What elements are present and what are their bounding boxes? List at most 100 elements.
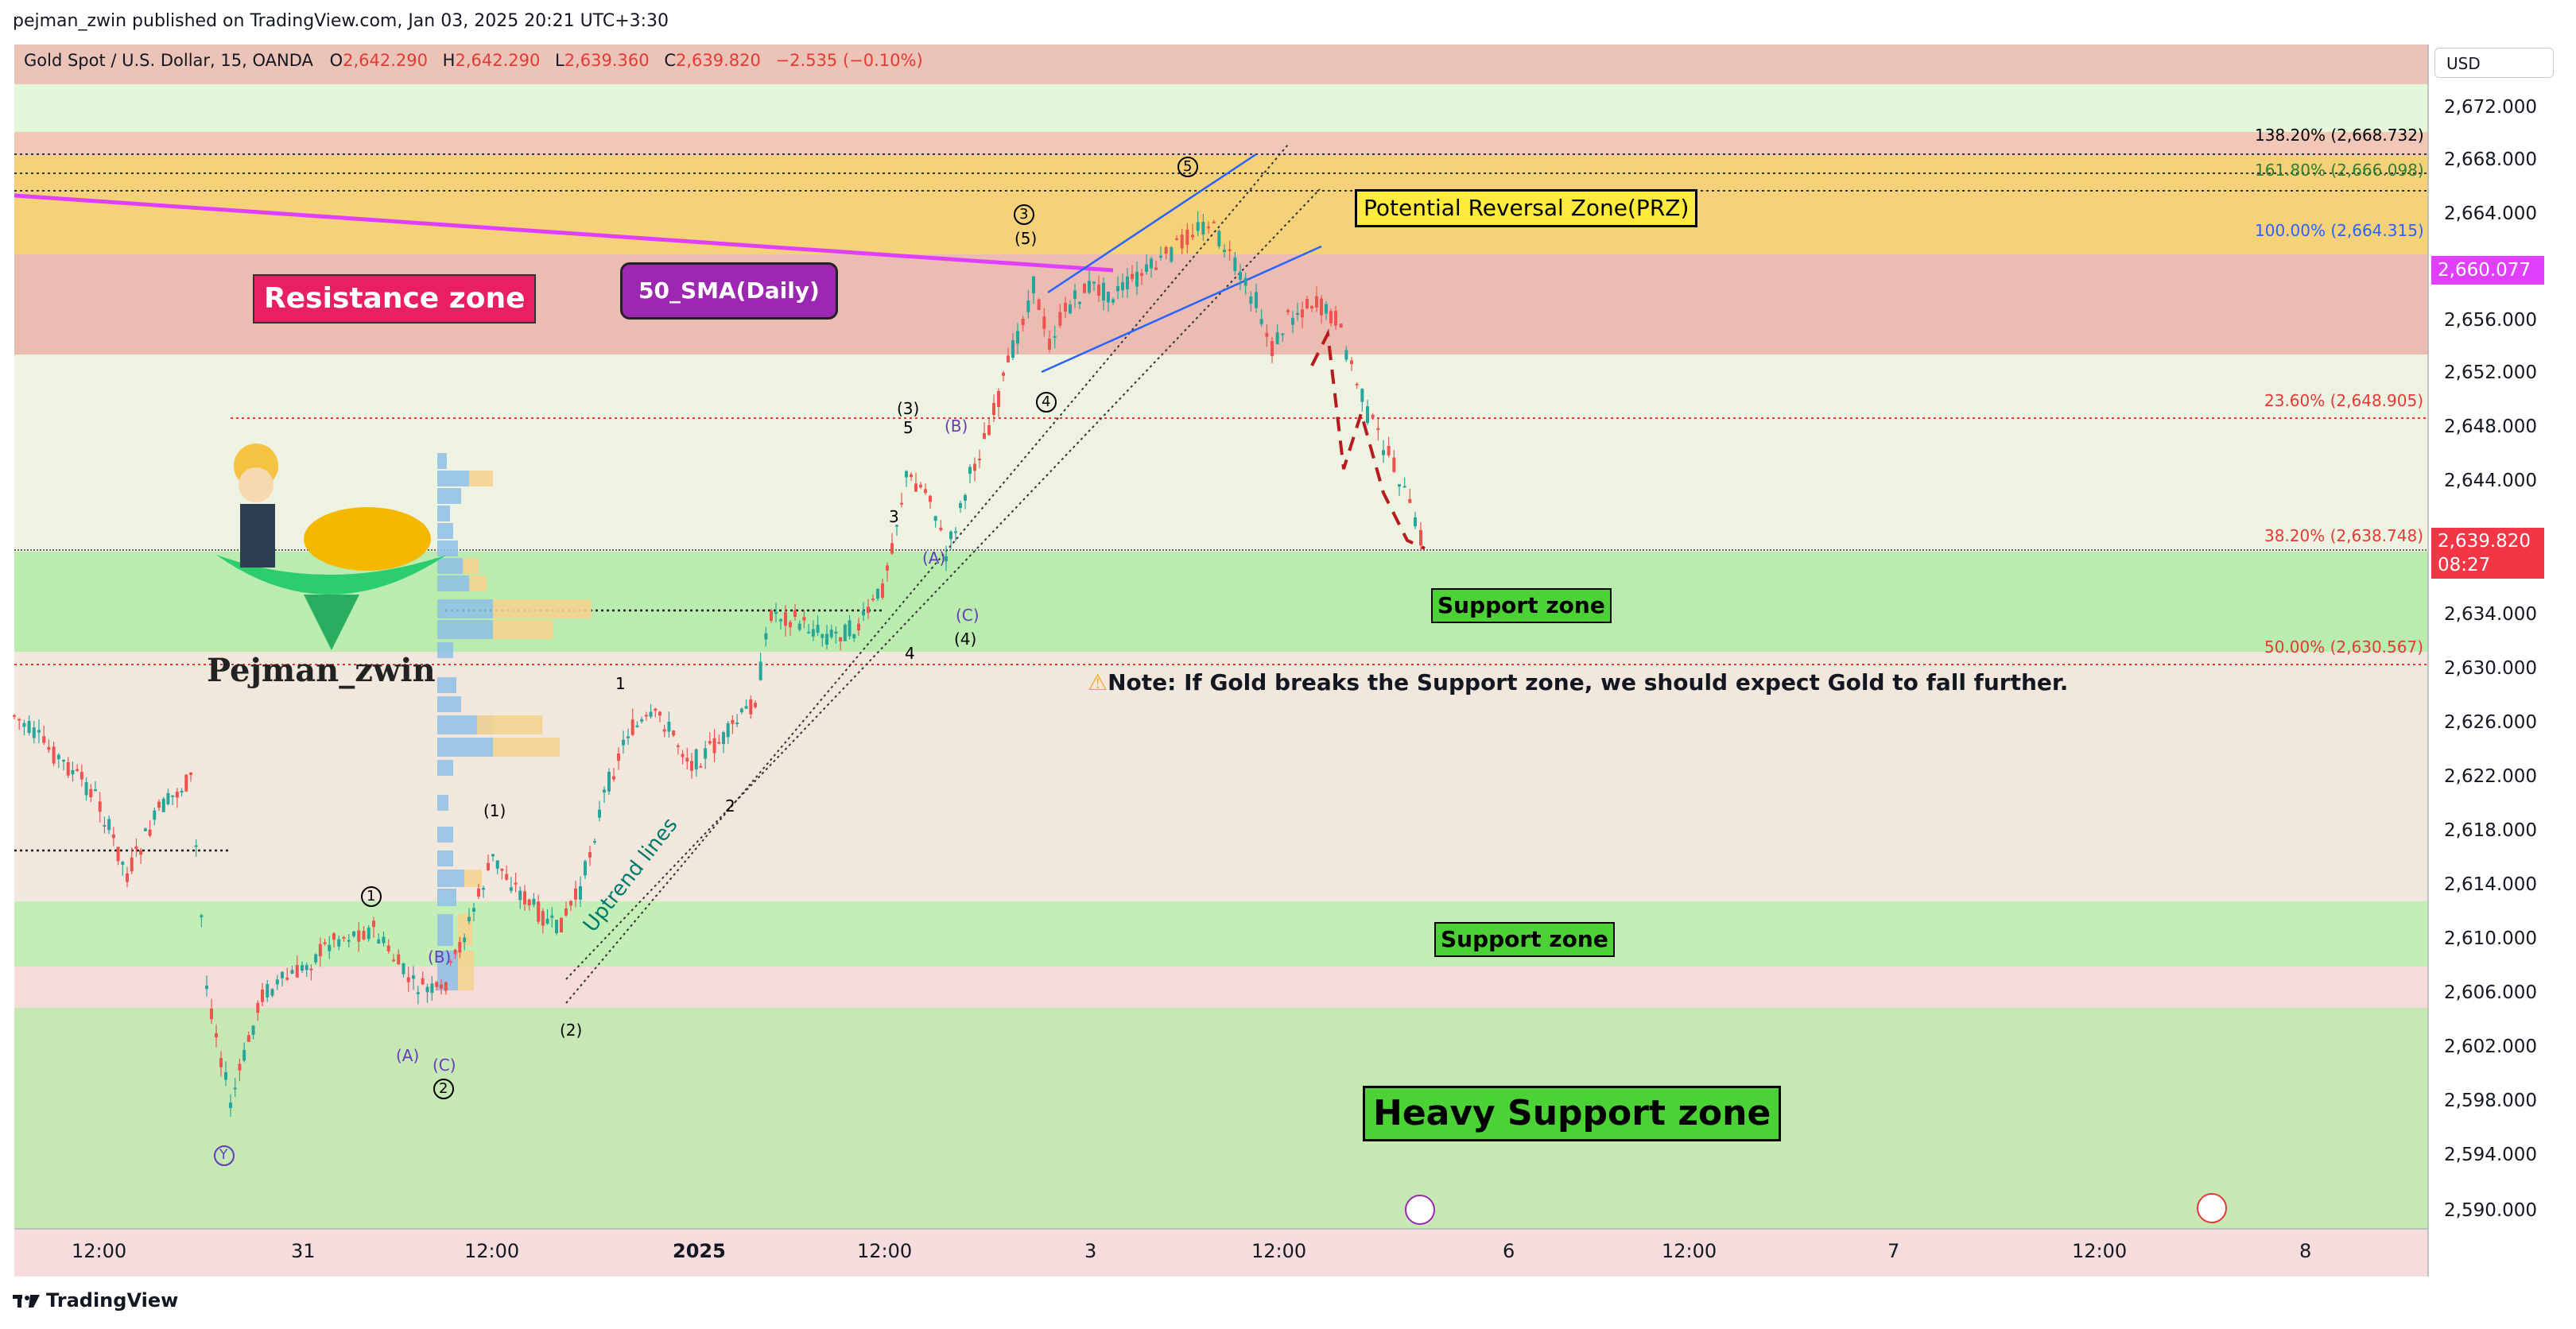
candle-body	[1002, 372, 1005, 376]
candle-body	[862, 610, 865, 616]
candle-body	[305, 965, 308, 971]
candle-body	[1150, 258, 1153, 269]
candle-body	[1037, 299, 1041, 310]
fib-label: 50.00% (2,630.567)	[2264, 637, 2424, 657]
candle-body	[968, 467, 972, 475]
candle-body	[295, 965, 299, 978]
candle-body	[134, 846, 138, 850]
candle-body	[116, 847, 120, 862]
candle-body	[973, 463, 976, 471]
candle-body	[448, 961, 452, 963]
volume-profile	[437, 453, 493, 990]
symbol-name: Gold Spot / U.S. Dollar, 15, OANDA	[24, 51, 313, 70]
candle-body	[1339, 324, 1343, 328]
candle-body	[362, 931, 366, 940]
candle-body	[667, 721, 671, 732]
candle-body	[914, 483, 918, 492]
candle-body	[111, 834, 115, 839]
warning-icon: ⚠	[1088, 669, 1108, 695]
price-tick: 2,656.000	[2444, 310, 2538, 331]
candle-body	[1265, 332, 1269, 337]
fib-label: 100.00% (2,664.315)	[2255, 221, 2424, 240]
currency-button[interactable]: USD	[2434, 48, 2554, 78]
candle-body	[467, 916, 471, 922]
wave-circ-3: 3	[1019, 206, 1029, 223]
sma-label[interactable]: 50_SMA(Daily)	[620, 262, 838, 320]
candle-body	[56, 754, 60, 760]
candle-body	[802, 617, 806, 621]
candle-body	[811, 629, 815, 637]
support-zone-label[interactable]: Support zone	[1431, 588, 1612, 623]
candle-body	[630, 719, 634, 735]
candle-body	[1310, 306, 1313, 309]
note-text[interactable]: ⚠Note: If Gold breaks the Support zone, …	[1088, 669, 2069, 695]
candle-body	[1239, 271, 1242, 280]
candle-body	[708, 741, 712, 744]
support-zone-label-2[interactable]: Support zone	[1434, 922, 1615, 957]
candle-body	[1078, 301, 1081, 304]
candle-body	[1329, 311, 1333, 324]
candle-body	[352, 931, 355, 936]
candle-body	[440, 984, 443, 989]
candle-body	[495, 860, 499, 869]
wave-circ-2: 2	[439, 1080, 448, 1097]
price-tick: 2,594.000	[2444, 1145, 2538, 1165]
candle-body	[224, 1071, 227, 1080]
candle-body	[52, 746, 56, 764]
candle-body	[779, 619, 782, 622]
candle-body	[514, 882, 518, 885]
time-tick: 8	[2299, 1240, 2312, 1262]
candle-body	[527, 899, 531, 906]
candle-body	[84, 782, 88, 796]
candle-body	[992, 403, 995, 416]
price-tick: 2,672.000	[2444, 97, 2538, 118]
time-tick: 12:00	[1251, 1240, 1307, 1262]
candle-body	[978, 459, 981, 461]
tradingview-logo[interactable]: TradingView	[13, 1289, 178, 1312]
miner-avatar-icon	[216, 444, 447, 650]
fib-label: 38.20% (2,638.748)	[2264, 526, 2424, 545]
time-tick: 7	[1887, 1240, 1900, 1262]
candle-body	[1048, 339, 1051, 350]
candle-body	[281, 971, 284, 978]
time-tick: 2025	[673, 1240, 726, 1262]
published-info: pejman_zwin published on TradingView.com…	[13, 11, 669, 31]
candle-body	[290, 970, 294, 974]
candle-body	[699, 765, 703, 768]
candle-body	[1355, 383, 1359, 386]
sma-price-label: 2,660.077	[2431, 256, 2544, 285]
candle-body	[301, 965, 304, 971]
resistance-zone-label[interactable]: Resistance zone	[253, 274, 537, 324]
candle-body	[735, 722, 739, 724]
candle-body	[537, 901, 541, 922]
candle-body	[1259, 319, 1263, 324]
prz-label[interactable]: Potential Reversal Zone(PRZ)	[1355, 189, 1698, 227]
candle-body	[1164, 246, 1168, 254]
candle-body	[430, 983, 434, 994]
candle-body	[905, 471, 908, 478]
candle-body	[22, 723, 26, 727]
candle-body	[416, 992, 420, 994]
candle-body	[482, 888, 485, 890]
candle-body	[1392, 457, 1396, 472]
fib-label: 138.20% (2,668.732)	[2255, 126, 2424, 145]
candle-body	[139, 850, 143, 855]
candle-body	[1154, 267, 1158, 270]
candle-body	[1021, 318, 1025, 325]
zone-prz-pink	[14, 132, 2428, 156]
candle-body	[13, 715, 16, 717]
candle-body	[251, 1025, 255, 1035]
wave-5: 5	[903, 418, 914, 437]
candle-body	[1107, 292, 1110, 303]
candle-body	[107, 819, 111, 831]
candle-body	[27, 720, 31, 734]
candle-body	[834, 631, 838, 634]
candle-body	[425, 986, 429, 993]
candle-body	[246, 1035, 250, 1042]
candle-body	[347, 940, 351, 942]
heavy-support-label[interactable]: Heavy Support zone	[1363, 1086, 1782, 1141]
candle-body	[157, 801, 161, 808]
candle-body	[126, 873, 129, 882]
time-tick: 12:00	[464, 1240, 520, 1262]
